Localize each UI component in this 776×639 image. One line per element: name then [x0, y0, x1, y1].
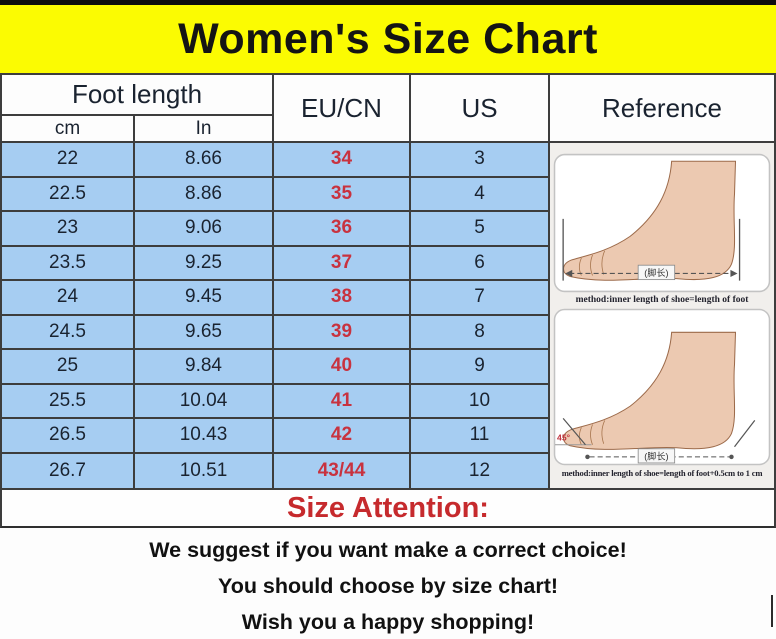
col-header-cm: cm [2, 116, 135, 143]
cell-in: 9.06 [135, 212, 274, 247]
cell-in: 8.86 [135, 177, 274, 212]
col-header-reference: Reference [550, 75, 774, 143]
cell-in: 9.25 [135, 246, 274, 281]
advice-line: We suggest if you want make a correct ch… [149, 538, 627, 562]
cell-in: 10.04 [135, 384, 274, 419]
cell-eu: 36 [274, 212, 411, 247]
foot-measure-diagram-bottom: 45° (脚长) [553, 308, 771, 466]
cell-us: 3 [411, 143, 550, 178]
cell-eu: 39 [274, 315, 411, 350]
cell-in: 9.84 [135, 350, 274, 385]
cell-eu: 37 [274, 246, 411, 281]
cell-us: 10 [411, 384, 550, 419]
size-attention-band: Size Attention: [0, 490, 776, 528]
cell-us: 9 [411, 350, 550, 385]
cell-us: 7 [411, 281, 550, 316]
cell-eu: 40 [274, 350, 411, 385]
title-banner: Women's Size Chart [0, 0, 776, 73]
right-edge-line [771, 595, 773, 627]
cell-us: 8 [411, 315, 550, 350]
foot-illustration [563, 331, 737, 450]
cell-eu: 38 [274, 281, 411, 316]
cell-cm: 26.5 [2, 419, 135, 454]
footer-advice: We suggest if you want make a correct ch… [0, 528, 776, 639]
cell-cm: 23 [2, 212, 135, 247]
reference-caption-top: method:inner length of shoe=length of fo… [575, 295, 749, 305]
cell-cm: 23.5 [2, 246, 135, 281]
cell-cm: 22.5 [2, 177, 135, 212]
foot-measure-diagram-top: (脚长) [553, 153, 771, 293]
foot-illustration [563, 160, 737, 281]
col-header-eu-cn: EU/CN [274, 75, 411, 143]
cell-cm: 26.7 [2, 453, 135, 488]
reference-cell: (脚长) method:inner length of shoe=length … [550, 143, 774, 488]
cell-cm: 24.5 [2, 315, 135, 350]
cell-eu: 34 [274, 143, 411, 178]
size-attention-title: Size Attention: [287, 491, 489, 524]
size-table: Foot length cm In EU/CN US Reference (脚长… [0, 73, 776, 490]
measure-label: (脚长) [644, 450, 668, 461]
cell-in: 10.43 [135, 419, 274, 454]
cell-eu: 43/44 [274, 453, 411, 488]
advice-line: Wish you a happy shopping! [241, 610, 535, 634]
cell-cm: 22 [2, 143, 135, 178]
measure-label: (脚长) [644, 267, 668, 278]
cell-us: 4 [411, 177, 550, 212]
cell-eu: 41 [274, 384, 411, 419]
cell-cm: 25 [2, 350, 135, 385]
cell-us: 11 [411, 419, 550, 454]
cell-cm: 25.5 [2, 384, 135, 419]
col-header-us: US [411, 75, 550, 143]
reference-caption-bottom: method:inner length of shoe=length of fo… [561, 468, 763, 478]
angle-label: 45° [557, 433, 571, 443]
cell-us: 5 [411, 212, 550, 247]
cell-cm: 24 [2, 281, 135, 316]
page-title: Women's Size Chart [178, 14, 598, 63]
cell-in: 8.66 [135, 143, 274, 178]
col-header-in: In [135, 116, 274, 143]
cell-us: 12 [411, 453, 550, 488]
cell-in: 9.45 [135, 281, 274, 316]
cell-in: 9.65 [135, 315, 274, 350]
cell-in: 10.51 [135, 453, 274, 488]
cell-eu: 42 [274, 419, 411, 454]
col-header-foot-length: Foot length [2, 75, 274, 116]
cell-eu: 35 [274, 177, 411, 212]
cell-us: 6 [411, 246, 550, 281]
advice-line: You should choose by size chart! [217, 574, 559, 598]
